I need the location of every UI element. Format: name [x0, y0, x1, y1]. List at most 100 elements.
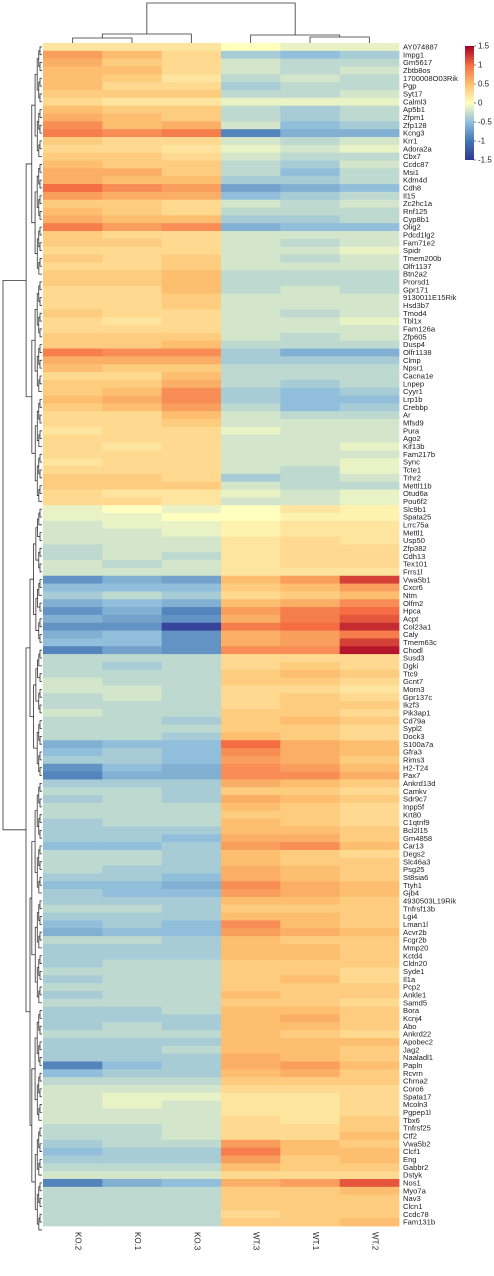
heatmap-cell — [221, 520, 281, 530]
heatmap-cell — [339, 708, 400, 718]
heatmap-cell — [221, 732, 281, 741]
heatmap-cell — [339, 58, 400, 67]
heatmap-cell — [161, 1210, 222, 1219]
heatmap-cell — [43, 1084, 103, 1094]
row-label: H2-T24 — [403, 763, 428, 772]
row-label: Rims3 — [403, 755, 425, 764]
heatmap-cell — [43, 1194, 103, 1203]
heatmap-cell — [102, 622, 163, 631]
heatmap-cell — [43, 121, 103, 130]
row-label: Slc46a3 — [403, 857, 430, 866]
heatmap-cell — [161, 411, 222, 420]
heatmap-cell — [161, 426, 222, 436]
heatmap-cell — [102, 301, 163, 310]
heatmap-cell — [161, 285, 222, 295]
heatmap-cell — [43, 317, 103, 326]
heatmap-cell — [221, 285, 281, 295]
heatmap-cell — [43, 1030, 103, 1039]
row-label: Mcoln3 — [403, 1100, 427, 1109]
heatmap-cell — [280, 528, 341, 537]
heatmap-cell — [339, 426, 400, 436]
heatmap-cell — [339, 583, 400, 592]
row-label: Clcf1 — [403, 1147, 420, 1156]
row-label: Fam126a — [403, 325, 436, 334]
heatmap-cell — [102, 419, 163, 428]
heatmap-cell — [161, 246, 222, 255]
heatmap-cell — [221, 544, 281, 553]
heatmap-cell — [161, 505, 222, 514]
heatmap-cell — [102, 215, 163, 224]
heatmap-cell — [161, 1022, 222, 1031]
heatmap-cell — [43, 591, 103, 600]
heatmap-cell — [280, 309, 341, 318]
heatmap-cell — [280, 152, 341, 161]
heatmap-cell — [102, 1006, 163, 1015]
legend-tick-label: -1.5 — [478, 156, 492, 165]
heatmap-cell — [280, 238, 341, 248]
heatmap-cell — [280, 740, 341, 749]
heatmap-cell — [221, 1171, 281, 1180]
heatmap-cell — [102, 661, 163, 671]
heatmap-cell — [102, 1202, 163, 1211]
heatmap-cell — [221, 1155, 281, 1164]
heatmap-cell — [102, 458, 163, 467]
heatmap-cell — [43, 450, 103, 459]
heatmap-cell — [339, 301, 400, 310]
heatmap-cell — [221, 513, 281, 522]
heatmap-cell — [161, 293, 222, 302]
heatmap-cell — [280, 466, 341, 475]
heatmap-cell — [221, 137, 281, 146]
heatmap-cell — [43, 779, 103, 788]
heatmap-cell — [221, 1186, 281, 1196]
heatmap-cell — [161, 560, 222, 569]
heatmap-cell — [280, 43, 341, 52]
heatmap-cell — [102, 489, 163, 498]
heatmap-cell — [43, 1037, 103, 1047]
row-label: Vwa5b1 — [403, 575, 430, 584]
heatmap-cell — [43, 207, 103, 216]
heatmap-cell — [43, 1163, 103, 1172]
row-label: Cldn20 — [403, 959, 427, 968]
heatmap-cell — [102, 881, 163, 890]
heatmap-cell — [221, 669, 281, 678]
heatmap-cell — [43, 285, 103, 295]
heatmap-cell — [43, 724, 103, 733]
heatmap-cell — [339, 129, 400, 138]
heatmap-cell — [161, 105, 222, 114]
heatmap-cell — [43, 544, 103, 553]
heatmap-cell — [221, 144, 281, 154]
heatmap-cell — [102, 669, 163, 678]
heatmap-cell — [43, 137, 103, 146]
row-label: Pcp2 — [403, 983, 420, 992]
row-label: Vwa5b2 — [403, 1139, 430, 1148]
heatmap-cell — [161, 254, 222, 263]
heatmap-cell — [102, 184, 163, 193]
heatmap-cell — [102, 207, 163, 216]
heatmap-cell — [102, 920, 163, 929]
heatmap-cell — [221, 716, 281, 725]
heatmap-cell — [280, 129, 341, 138]
heatmap-cell — [339, 1069, 400, 1078]
heatmap-cell — [102, 685, 163, 694]
heatmap-cell — [221, 90, 281, 99]
heatmap-cell — [280, 168, 341, 177]
row-label: Slc9b1 — [403, 505, 426, 514]
heatmap-cell — [280, 622, 341, 631]
heatmap-cell — [161, 873, 222, 882]
heatmap-cell — [280, 270, 341, 279]
heatmap-cell — [43, 66, 103, 75]
heatmap-cell — [221, 614, 281, 624]
heatmap-cell — [161, 489, 222, 498]
heatmap-cell — [280, 975, 341, 984]
heatmap-cell — [102, 1077, 163, 1086]
heatmap-cell — [102, 951, 163, 961]
heatmap-cell — [339, 1178, 400, 1188]
row-label: Frrs1l — [403, 567, 423, 576]
heatmap-cell — [280, 1178, 341, 1188]
heatmap-cell — [102, 356, 163, 365]
row-label: Btn2a2 — [403, 270, 427, 279]
heatmap-cell — [339, 1037, 400, 1047]
heatmap-cell — [102, 364, 163, 373]
heatmap-cell — [102, 434, 163, 443]
